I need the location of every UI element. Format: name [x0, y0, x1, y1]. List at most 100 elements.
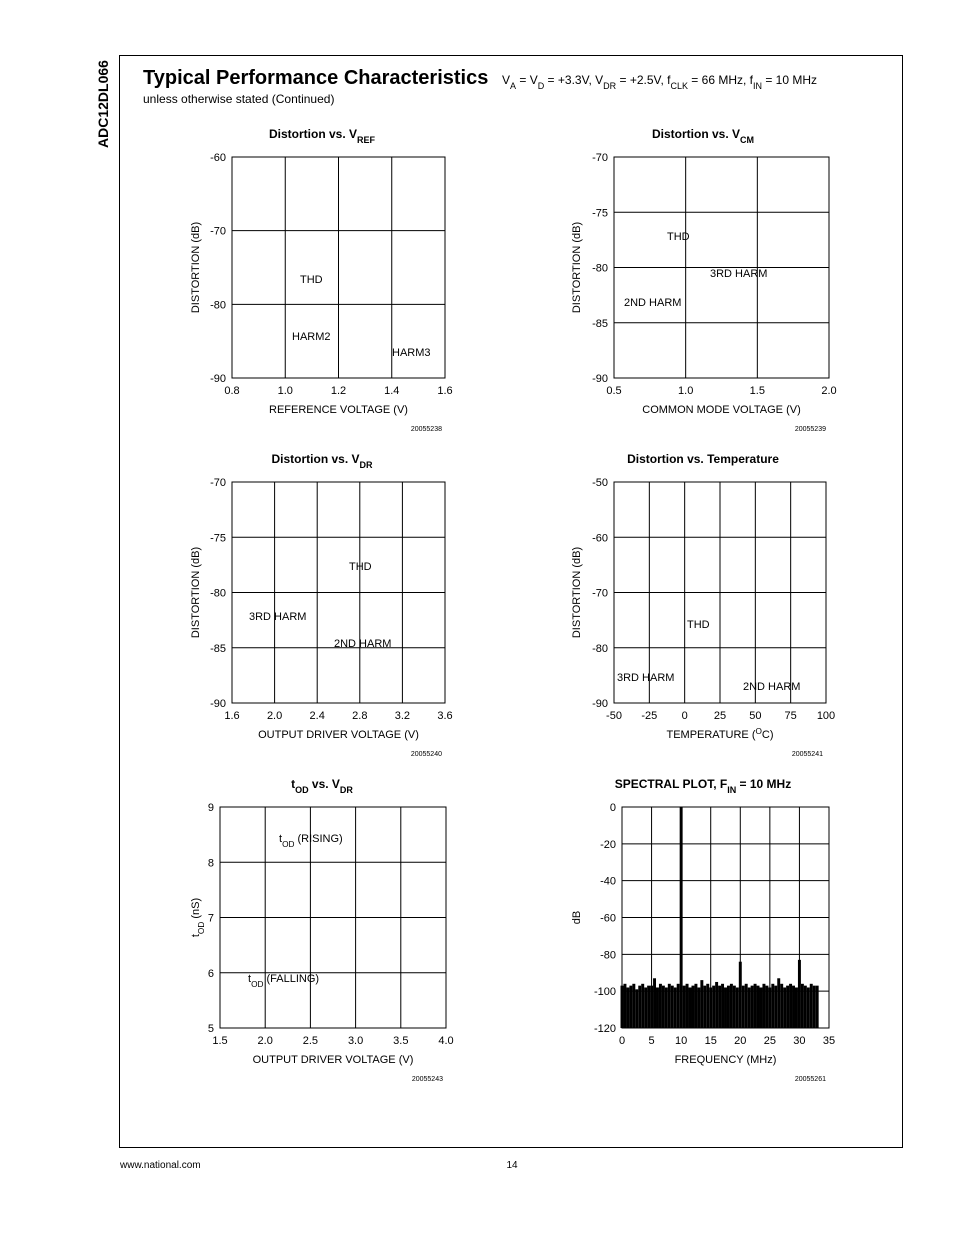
spectrum-bar: [806, 987, 810, 1028]
x-tick-label: 30: [793, 1035, 805, 1047]
text-segment: SPECTRAL PLOT, F: [615, 777, 727, 791]
spectrum-bar: [715, 981, 719, 1028]
x-tick-label: 5: [649, 1035, 655, 1047]
text-segment: (nS): [190, 898, 202, 922]
spectrum-bar: [688, 987, 692, 1028]
x-tick-label: -50: [606, 710, 622, 722]
text-segment: = 10 MHz: [736, 777, 791, 791]
text-segment: t: [291, 777, 295, 791]
x-tick-label: 2.0: [821, 385, 836, 397]
spectrum-bar: [753, 983, 757, 1028]
x-axis-label: TEMPERATURE (OC): [666, 727, 773, 742]
y-tick-label: 8: [208, 857, 214, 869]
series-label: THD: [300, 274, 323, 286]
x-axis-label: FREQUENCY (MHz): [675, 1054, 777, 1066]
spectrum-bar: [803, 985, 807, 1028]
spectrum-bar: [729, 983, 733, 1028]
x-tick-label: 1.6: [437, 385, 452, 397]
x-tick-label: 0: [682, 710, 688, 722]
plot-frame: [613, 156, 830, 379]
y-axis-label: dB: [571, 911, 583, 924]
spectrum-bar: [682, 985, 686, 1028]
spectrum-bar: [783, 987, 787, 1028]
subscript: D: [538, 81, 545, 91]
x-tick-label: 2.0: [258, 1035, 273, 1047]
subscript: A: [510, 81, 516, 91]
y-tick-label: -60: [210, 152, 226, 164]
y-tick-label: -90: [210, 698, 226, 710]
chart-title: Distortion vs. Temperature: [627, 452, 779, 466]
chart-title: Distortion vs. VREF: [269, 127, 376, 145]
y-tick-label: -80: [210, 299, 226, 311]
text-segment: = +3.3V, V: [544, 73, 603, 87]
y-tick-label: -80: [592, 643, 608, 655]
series-label: 3RD HARM: [249, 611, 306, 623]
y-tick-label: -85: [592, 318, 608, 330]
spectrum-bar: [756, 985, 760, 1028]
x-tick-label: 2.5: [303, 1035, 318, 1047]
x-tick-label: 1.6: [224, 710, 239, 722]
spectrum-bar: [777, 978, 781, 1028]
subscript: DR: [360, 460, 373, 470]
x-tick-label: 1.0: [678, 385, 693, 397]
y-tick-label: -70: [592, 588, 608, 600]
x-tick-label: 15: [705, 1035, 717, 1047]
spectrum-bar: [747, 987, 751, 1028]
x-axis-label: REFERENCE VOLTAGE (V): [269, 404, 408, 416]
spectrum-bar: [718, 985, 722, 1028]
subscript: REF: [357, 135, 376, 145]
y-tick-label: -60: [600, 913, 616, 925]
x-tick-label: 3.0: [348, 1035, 363, 1047]
subscript: IN: [727, 785, 736, 795]
spectrum-bar: [706, 983, 710, 1028]
conditions: VA = VD = +3.3V, VDR = +2.5V, fCLK = 66 …: [502, 73, 817, 91]
spectrum-bar: [738, 961, 742, 1028]
figure-id: 20055239: [795, 426, 826, 433]
subscript: OD: [251, 980, 263, 989]
page-title: Typical Performance Characteristics: [143, 67, 488, 89]
chart-title: Distortion vs. VCM: [652, 127, 754, 145]
y-axis-label: DISTORTION (dB): [190, 547, 202, 638]
x-tick-label: 3.6: [437, 710, 452, 722]
x-tick-label: 3.2: [395, 710, 410, 722]
y-tick-label: -70: [592, 152, 608, 164]
series-label: 2ND HARM: [743, 681, 800, 693]
spectrum-bar: [632, 983, 636, 1028]
y-tick-label: 0: [610, 802, 616, 814]
spectrum-bar: [709, 987, 713, 1028]
spectrum-bar: [721, 983, 725, 1028]
text-segment: t: [248, 973, 251, 985]
text-segment: (RISING): [294, 833, 342, 845]
y-axis-label: DISTORTION (dB): [571, 222, 583, 313]
figure-id: 20055261: [795, 1076, 826, 1083]
x-tick-label: -25: [641, 710, 657, 722]
figure-id: 20055243: [412, 1076, 443, 1083]
x-tick-label: 1.2: [331, 385, 346, 397]
spectrum-bar: [812, 985, 816, 1028]
text-segment: = V: [516, 73, 538, 87]
chart-title: Distortion vs. VDR: [271, 452, 373, 470]
plot-frame: [219, 806, 447, 1029]
spectrum-bar: [685, 983, 689, 1028]
chart-title: tOD vs. VDR: [291, 777, 353, 795]
text-segment: V: [502, 73, 510, 87]
series-label: 3RD HARM: [710, 268, 767, 280]
y-tick-label: -40: [600, 876, 616, 888]
spectrum-bar: [697, 987, 701, 1028]
spectrum-bar: [794, 987, 798, 1028]
x-tick-label: 1.5: [750, 385, 765, 397]
spectrum-bar: [629, 985, 633, 1028]
part-number: ADC12DL066: [95, 60, 111, 148]
spectrum-bar: [815, 985, 819, 1028]
y-tick-label: -90: [592, 373, 608, 385]
x-tick-label: 10: [675, 1035, 687, 1047]
figure-id: 20055240: [411, 751, 442, 758]
series-label: tOD (RISING): [279, 833, 343, 849]
spectrum-bar: [741, 985, 745, 1028]
x-tick-label: 25: [764, 1035, 776, 1047]
x-tick-label: 0.8: [224, 385, 239, 397]
spectrum-bar: [647, 985, 651, 1028]
spectrum-bar: [712, 985, 716, 1028]
text-segment: TEMPERATURE (: [666, 729, 755, 741]
spectrum-bar: [732, 985, 736, 1028]
